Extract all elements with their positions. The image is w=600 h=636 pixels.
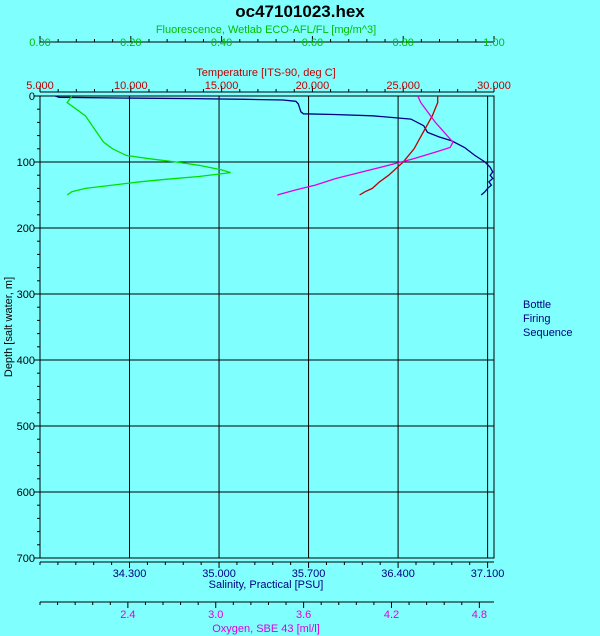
oxygen-tick-label: 2.4 [120,609,135,621]
fluorescence-axis-label: Fluorescence, Wetlab ECO-AFL/FL [mg/m^3] [156,24,376,36]
side-label-line-2: Firing [523,313,551,325]
chart-title: oc47101023.hex [235,2,365,21]
temperature-tick-label: 5.000 [26,80,54,92]
oxygen-tick-label: 3.0 [208,609,223,621]
y-tick-label: 700 [17,553,35,565]
temperature-series-line [359,96,439,196]
side-label: Bottle Firing Sequence [523,299,573,339]
fluorescence-tick-label: 0.40 [211,37,232,49]
fluorescence-tick-label: 0.60 [302,37,323,49]
fluorescence-tick-label: 0.20 [120,37,141,49]
salinity-tick-label: 35.000 [202,568,236,580]
y-tick-label: 400 [17,355,35,367]
temperature-tick-label: 20.000 [296,80,330,92]
temperature-tick-label: 10.000 [114,80,148,92]
salinity-tick-label: 36.400 [381,568,415,580]
fluorescence-tick-label: 0.00 [29,37,50,49]
salinity-tick-label: 34.300 [113,568,147,580]
side-label-line-3: Sequence [523,327,573,339]
y-tick-label: 0 [29,91,35,103]
temperature-tick-label: 15.000 [205,80,239,92]
plot-area [39,95,495,559]
fluorescence-tick-label: 0.80 [392,37,413,49]
y-tick-label: 600 [17,487,35,499]
temperature-axis-label: Temperature [ITS-90, deg C] [196,67,335,79]
salinity-axis-label: Salinity, Practical [PSU] [209,579,324,591]
oxygen-tick-label: 4.8 [472,609,487,621]
oxygen-tick-label: 3.6 [296,609,311,621]
y-tick-label: 300 [17,289,35,301]
oxygen-tick-label: 4.2 [384,609,399,621]
y-axis-label: Depth [salt water, m] [3,277,15,377]
salinity-tick-label: 37.100 [471,568,505,580]
series-group [55,95,494,196]
y-tick-label: 500 [17,421,35,433]
fluorescence-tick-label: 1.00 [483,37,504,49]
axis-ticks: 0 100 200 300 400 500 600 700 0.00 0.20 0.40 0.60 0.… [17,36,511,621]
y-tick-label: 100 [17,157,35,169]
fluorescence-series-line [66,95,231,196]
side-label-line-1: Bottle [523,299,551,311]
salinity-tick-label: 35.700 [292,568,326,580]
oxygen-axis-label: Oxygen, SBE 43 [ml/l] [212,623,320,635]
y-tick-label: 200 [17,223,35,235]
temperature-tick-label: 25.000 [386,80,420,92]
oxygen-series-line [277,95,454,196]
grid [40,96,494,558]
temperature-tick-label: 30.000 [477,80,511,92]
